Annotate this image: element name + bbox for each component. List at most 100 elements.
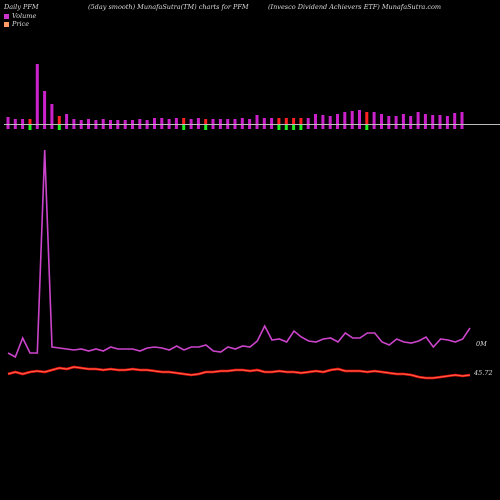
legend-price: Price	[4, 20, 29, 28]
volume-bar-down-15	[116, 125, 120, 129]
volume-bar-down-3	[28, 125, 32, 130]
volume-bar-down-45	[336, 125, 339, 129]
volume-bar-down-42	[314, 125, 317, 129]
volume-bar-up-48	[358, 110, 361, 124]
volume-bar-up-0	[6, 117, 10, 124]
volume-bar-down-53	[394, 125, 398, 129]
volume-bar-down-23	[174, 125, 178, 129]
volume-bar-up-43	[321, 115, 325, 124]
volume-bar-up-30	[226, 119, 230, 124]
chart-title-mid: (5day smooth) MunafaSutra(TM) charts for…	[88, 3, 249, 11]
volume-bar-down-38	[284, 125, 288, 130]
volume-bar-up-31	[233, 119, 237, 124]
volume-bar-down-60	[445, 125, 449, 129]
price-axis-label: 45.72	[474, 369, 493, 377]
volume-bar-up-32	[240, 118, 244, 124]
volume-bar-down-46	[343, 125, 347, 129]
volume-bar-up-15	[116, 120, 120, 124]
volume-bar-up-19	[145, 120, 149, 124]
volume-bar-up-18	[138, 119, 142, 124]
volume-bar-down-16	[123, 125, 127, 129]
volume-bar-up-11	[87, 119, 90, 124]
volume-bar-up-2	[21, 119, 25, 124]
volume-bar-up-46	[343, 112, 347, 124]
volume-bar-up-3	[28, 119, 32, 124]
volume-bar-down-4	[35, 125, 39, 129]
volume-bar-up-41	[306, 118, 310, 124]
price-line	[7, 365, 471, 380]
volume-bar-up-51	[380, 114, 383, 124]
volume-bar-up-47	[350, 111, 354, 124]
volume-bar-up-49	[365, 112, 369, 124]
volume-bar-down-56	[416, 125, 420, 129]
volume-bar-up-52	[387, 116, 391, 124]
volume-bar-down-49	[365, 125, 369, 130]
volume-bar-up-22	[167, 119, 171, 124]
volume-bar-down-32	[240, 125, 244, 129]
volume-bar-up-12	[94, 120, 98, 124]
price-line-highlight	[7, 366, 471, 379]
volume-bar-up-26	[196, 118, 200, 124]
volume-bar-up-14	[109, 120, 112, 124]
volume-bar-up-21	[160, 118, 164, 124]
volume-bar-down-54	[401, 125, 405, 129]
volume-bar-up-54	[401, 114, 405, 124]
volume-bar-up-60	[445, 116, 449, 124]
volume-bar-down-7	[57, 125, 61, 130]
volume-bar-down-57	[423, 125, 427, 129]
volume-bar-up-17	[131, 120, 134, 124]
volume-bar-down-59	[438, 125, 442, 129]
volume-bar-down-14	[109, 125, 112, 129]
volume-bar-up-53	[394, 116, 398, 124]
volume-bar-down-52	[387, 125, 391, 129]
volume-bar-down-61	[453, 125, 457, 129]
volume-bar-down-25	[189, 125, 193, 129]
volume-bar-up-20	[153, 118, 156, 124]
volume-bar-down-34	[255, 125, 259, 129]
volume-bar-down-22	[167, 125, 171, 129]
volume-bar-down-51	[380, 125, 383, 129]
volume-bar-down-29	[218, 125, 222, 129]
volume-bar-up-8	[65, 114, 69, 124]
volume-bar-up-44	[328, 116, 332, 124]
volume-bar-down-17	[131, 125, 134, 129]
volume-bar-up-10	[79, 120, 83, 124]
volume-bar-down-1	[13, 125, 17, 129]
volume-bar-up-55	[409, 116, 413, 124]
volume-bar-down-26	[196, 125, 200, 129]
volume-bar-down-10	[79, 125, 83, 129]
volume-bar-up-13	[101, 119, 105, 124]
volume-bar-down-36	[270, 125, 274, 129]
volume-bar-down-55	[409, 125, 413, 129]
chart-title-right: (Invesco Dividend Achievers ETF) MunafaS…	[268, 3, 442, 11]
volume-bar-down-20	[153, 125, 156, 129]
volume-axis-label: 0M	[476, 340, 487, 348]
volume-bar-down-39	[292, 125, 296, 130]
volume-bar-down-33	[248, 125, 252, 129]
volume-bar-up-1	[13, 119, 17, 124]
volume-bar-down-19	[145, 125, 149, 129]
chart-title-left: Daily PFM	[4, 3, 39, 11]
volume-bar-down-9	[72, 125, 76, 129]
volume-bar-up-58	[431, 115, 435, 124]
volume-bar-up-42	[314, 114, 317, 124]
volume-bar-down-24	[182, 125, 186, 130]
volume-bar-up-62	[460, 112, 464, 124]
volume-bar-down-13	[101, 125, 105, 129]
volume-bar-up-34	[255, 115, 259, 124]
legend-price-swatch	[4, 21, 9, 27]
volume-bar-up-45	[336, 114, 339, 124]
volume-bar-up-29	[218, 119, 222, 124]
volume-bar-up-39	[292, 118, 296, 124]
volume-bar-up-37	[277, 118, 281, 124]
volume-bar-up-40	[299, 118, 303, 124]
volume-bar-up-16	[123, 120, 127, 124]
volume-bar-up-23	[174, 118, 178, 124]
volume-bar-up-35	[262, 118, 266, 124]
volume-bar-up-27	[204, 119, 208, 124]
volume-bar-down-44	[328, 125, 332, 129]
legend-price-label: Price	[12, 20, 30, 28]
volume-bar-up-28	[211, 119, 215, 124]
volume-bar-down-58	[431, 125, 435, 129]
